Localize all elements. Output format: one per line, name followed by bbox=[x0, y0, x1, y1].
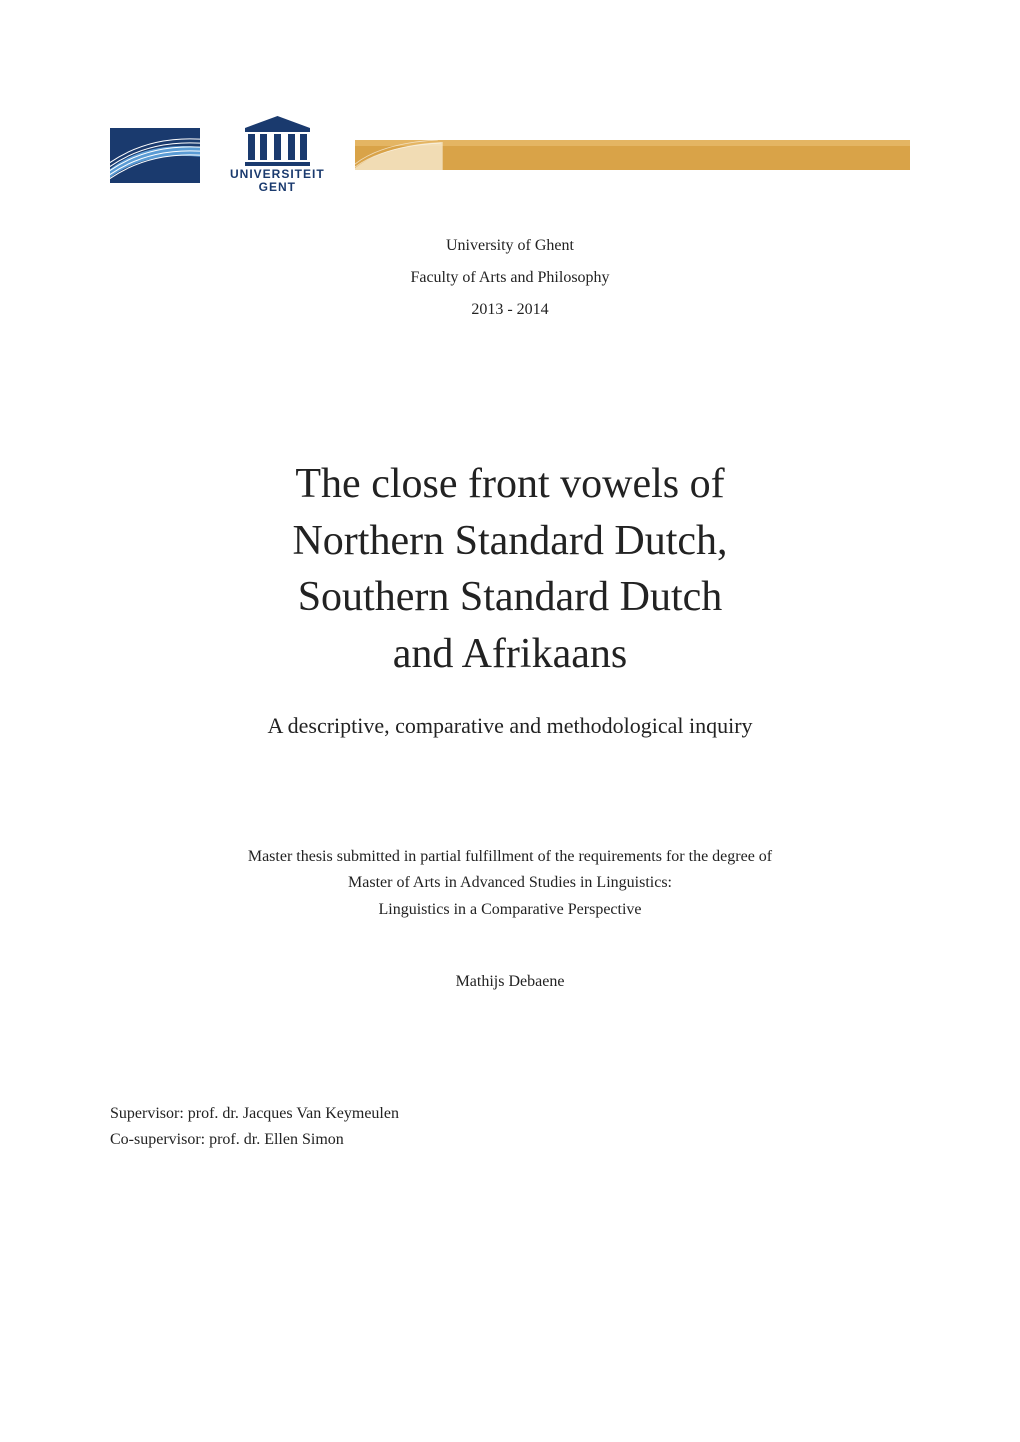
orange-bar bbox=[355, 140, 910, 170]
subtitle-block: A descriptive, comparative and methodolo… bbox=[110, 713, 910, 739]
university-name: University of Ghent bbox=[110, 230, 910, 262]
title-block: The close front vowels of Northern Stand… bbox=[110, 456, 910, 683]
supervisor-line: Supervisor: prof. dr. Jacques Van Keymeu… bbox=[110, 1101, 910, 1127]
building-icon bbox=[240, 116, 315, 166]
header-graphics-row: UNIVERSITEIT GENT bbox=[110, 110, 910, 200]
submission-block: Master thesis submitted in partial fulfi… bbox=[110, 844, 910, 923]
author-block: Mathijs Debaene bbox=[110, 973, 910, 991]
subtitle-text: A descriptive, comparative and methodolo… bbox=[110, 713, 910, 739]
co-supervisor-line: Co-supervisor: prof. dr. Ellen Simon bbox=[110, 1127, 910, 1153]
title-line-4: and Afrikaans bbox=[110, 626, 910, 683]
submission-line-3: Linguistics in a Comparative Perspective bbox=[110, 897, 910, 923]
author-name: Mathijs Debaene bbox=[110, 973, 910, 991]
logo-text-line2: GENT bbox=[230, 181, 325, 194]
swoosh-icon bbox=[110, 128, 200, 183]
logo-text: UNIVERSITEIT GENT bbox=[230, 168, 325, 194]
title-line-1: The close front vowels of bbox=[110, 456, 910, 513]
faculty-name: Faculty of Arts and Philosophy bbox=[110, 262, 910, 294]
supervisors-block: Supervisor: prof. dr. Jacques Van Keymeu… bbox=[110, 1101, 910, 1154]
submission-line-1: Master thesis submitted in partial fulfi… bbox=[110, 844, 910, 870]
university-logo: UNIVERSITEIT GENT bbox=[230, 116, 325, 194]
academic-year: 2013 - 2014 bbox=[110, 294, 910, 326]
institution-block: University of Ghent Faculty of Arts and … bbox=[110, 230, 910, 326]
title-line-3: Southern Standard Dutch bbox=[110, 569, 910, 626]
title-line-2: Northern Standard Dutch, bbox=[110, 513, 910, 570]
submission-line-2: Master of Arts in Advanced Studies in Li… bbox=[110, 870, 910, 896]
